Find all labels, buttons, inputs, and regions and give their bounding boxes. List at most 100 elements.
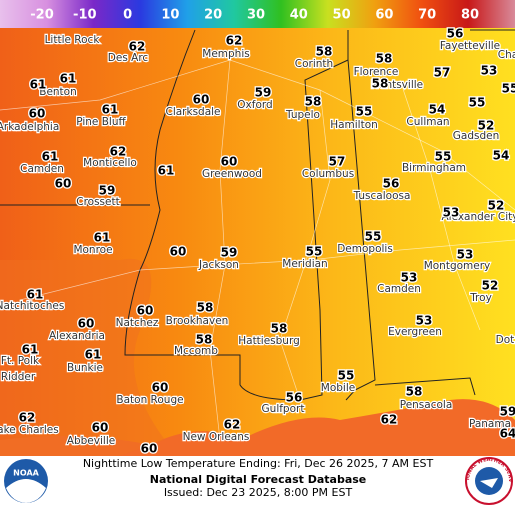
temperature-label: 59 (221, 246, 238, 260)
city-label: Jackson (198, 259, 239, 271)
temperature-label: 58 (197, 301, 214, 315)
city-label: Fayetteville (440, 40, 500, 52)
temperature-label: 59 (500, 405, 515, 419)
temperature-label: 59 (255, 86, 272, 100)
legend-label: 40 (290, 8, 308, 23)
legend-label: 30 (247, 8, 265, 23)
temperature-label: 61 (94, 231, 111, 245)
city-label: Tuscaloosa (353, 190, 411, 202)
temperature-label: 61 (85, 348, 102, 362)
temperature-label: 60 (29, 107, 46, 121)
city-label: Camden (20, 163, 64, 175)
legend-label: 20 (204, 8, 222, 23)
temperature-label: 60 (221, 155, 238, 169)
legend-bar (0, 0, 515, 28)
temperature-label: 56 (286, 391, 303, 405)
temperature-label: 62 (19, 411, 36, 425)
temperature-label: 62 (129, 40, 146, 54)
city-label: New Orleans (183, 431, 250, 443)
temperature-label: 58 (406, 385, 423, 399)
city-label: Ridder (1, 371, 36, 383)
temperature-label: 56 (383, 177, 400, 191)
temperature-label: 52 (482, 279, 499, 293)
city-label: Mobile (321, 382, 355, 394)
temperature-label: 58 (305, 95, 322, 109)
city-label: Hattiesburg (238, 335, 300, 347)
city-label: Benton (39, 86, 77, 98)
legend-label: -10 (73, 8, 97, 23)
warm-area (0, 258, 165, 456)
city-label: Birmingham (402, 162, 466, 174)
city-label: Crossett (76, 196, 119, 208)
city-label: Hamilton (330, 119, 378, 131)
city-label: Natchitoches (0, 300, 64, 312)
temperature-label: 55 (502, 82, 515, 96)
city-label: Greenwood (202, 168, 262, 180)
temperature-label: 60 (141, 442, 158, 456)
temperature-label: 61 (30, 78, 47, 92)
temperature-label: 52 (488, 199, 505, 213)
temperature-label: 58 (376, 52, 393, 66)
temperature-label: 53 (481, 64, 498, 78)
city-label: Troy (469, 292, 492, 304)
city-label: Lake Charles (0, 424, 59, 436)
legend-label: 70 (418, 8, 436, 23)
city-label: Florence (354, 66, 399, 78)
temperature-label: 52 (478, 119, 495, 133)
city-label: Alexandria (49, 330, 105, 342)
city-label: Brookhaven (166, 315, 229, 327)
city-label: Abbeville (67, 435, 115, 447)
temperature-label: 53 (443, 206, 460, 220)
city-label: Panama (469, 418, 511, 430)
roads (0, 59, 515, 441)
temperature-label: 60 (152, 381, 169, 395)
city-label: Cha (498, 49, 515, 61)
temperature-label: 58 (196, 333, 213, 347)
temperature-label: 62 (381, 413, 398, 427)
temperature-label: 60 (78, 317, 95, 331)
temperature-label: 54 (493, 149, 510, 163)
footer-title: National Digital Forecast Database (150, 473, 367, 486)
temperature-label: 58 (271, 322, 288, 336)
city-label: Montgomery (424, 260, 491, 272)
city-label: Memphis (202, 48, 249, 60)
city-label: Arkadelphia (0, 121, 59, 133)
temperature-label: 55 (365, 230, 382, 244)
legend-label: -20 (30, 8, 54, 23)
city-label: Baton Rouge (116, 394, 183, 406)
legend-label: 10 (161, 8, 179, 23)
city-label: Natchez (116, 317, 159, 329)
city-label: Corinth (295, 58, 333, 70)
city-label: Alexander City (441, 211, 515, 223)
legend-label: 60 (375, 8, 393, 23)
legend-label: 80 (461, 8, 479, 23)
temperature-label: 61 (42, 150, 59, 164)
legend-label: 50 (333, 8, 351, 23)
city-label: Clarksdale (165, 106, 220, 118)
temperature-label: 56 (447, 27, 464, 41)
footer-subtitle: Nighttime Low Temperature Ending: Fri, D… (83, 457, 434, 470)
temperature-label: 54 (429, 103, 446, 117)
temperature-label: 60 (170, 245, 187, 259)
noaa-logo: NOAA (4, 459, 48, 503)
temperature-label: 61 (158, 164, 175, 178)
city-label: Huntsville (371, 79, 423, 91)
temperature-label: 61 (60, 72, 77, 86)
city-label: Bunkie (67, 362, 103, 374)
temperature-label: 61 (102, 103, 119, 117)
temperature-label: 64 (500, 427, 515, 441)
temperature-label: 58 (316, 45, 333, 59)
temperature-label: 58 (372, 77, 389, 91)
city-label: Columbus (302, 168, 354, 180)
temperature-label: 55 (469, 96, 486, 110)
temperature-label: 57 (329, 155, 346, 169)
temperature-label: 59 (99, 184, 116, 198)
temperature-label: 62 (224, 418, 241, 432)
city-label: Mccomb (174, 345, 218, 357)
temperature-label: 55 (435, 150, 452, 164)
city-label: Evergreen (388, 326, 442, 338)
city-label: Dot (496, 334, 515, 346)
temperature-label: 60 (137, 304, 154, 318)
temperature-label: 62 (226, 34, 243, 48)
